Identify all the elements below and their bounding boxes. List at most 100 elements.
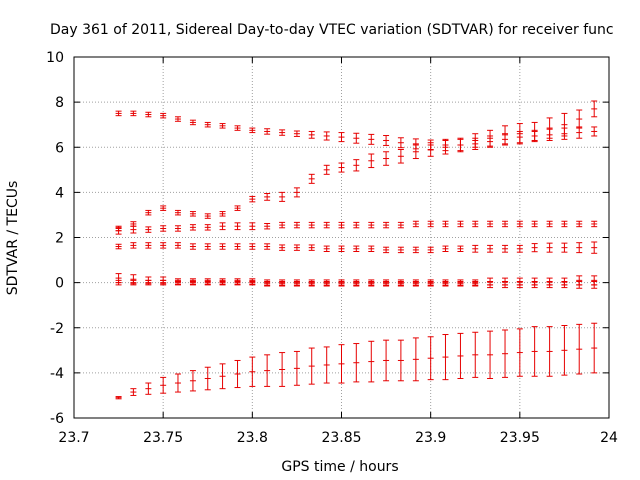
data-point bbox=[457, 245, 464, 252]
data-point bbox=[561, 220, 568, 228]
x-tick-label: 23.9 bbox=[415, 430, 446, 446]
y-tick-label: -2 bbox=[50, 321, 64, 337]
data-point bbox=[442, 334, 449, 381]
y-axis-title: SDTVAR / TECUs bbox=[5, 181, 21, 296]
data-point bbox=[427, 142, 434, 157]
data-point bbox=[219, 243, 226, 250]
data-point bbox=[234, 243, 241, 250]
data-point bbox=[145, 226, 152, 233]
data-point bbox=[249, 195, 256, 203]
data-point bbox=[189, 211, 196, 217]
series-7 bbox=[115, 322, 598, 400]
data-point bbox=[115, 226, 122, 235]
axis-ticks: 23.7 23.75 23.8 23.85 23.9 23.95 24-6-4-202468… bbox=[46, 50, 618, 446]
data-point bbox=[368, 280, 375, 287]
series-3 bbox=[115, 220, 598, 235]
data-point bbox=[472, 244, 479, 253]
data-point bbox=[174, 279, 181, 286]
data-point bbox=[204, 279, 211, 286]
data-point bbox=[160, 279, 167, 286]
data-point bbox=[264, 243, 271, 250]
data-point bbox=[383, 135, 390, 146]
y-tick-label: 2 bbox=[55, 231, 64, 247]
data-point bbox=[502, 244, 509, 253]
data-point bbox=[323, 346, 330, 384]
data-point bbox=[383, 246, 390, 254]
data-point bbox=[383, 280, 390, 287]
data-point bbox=[427, 220, 434, 228]
data-point bbox=[472, 331, 479, 378]
data-point bbox=[338, 245, 345, 252]
data-point bbox=[145, 111, 152, 118]
data-point bbox=[591, 322, 598, 374]
data-point bbox=[487, 330, 494, 380]
x-tick-label: 23.7 bbox=[58, 430, 89, 446]
data-point bbox=[397, 246, 404, 254]
data-point bbox=[576, 280, 583, 289]
data-point bbox=[368, 340, 375, 383]
data-point bbox=[145, 242, 152, 249]
data-point bbox=[308, 221, 315, 229]
data-point bbox=[234, 359, 241, 389]
data-point bbox=[472, 220, 479, 228]
data-point bbox=[204, 121, 211, 128]
data-point bbox=[145, 209, 152, 216]
data-point bbox=[249, 127, 256, 134]
data-point bbox=[412, 337, 419, 382]
data-point bbox=[308, 130, 315, 139]
y-tick-label: 6 bbox=[55, 140, 64, 156]
data-point bbox=[219, 123, 226, 129]
data-point bbox=[353, 159, 360, 172]
data-point bbox=[204, 224, 211, 231]
data-point bbox=[353, 343, 360, 383]
data-point bbox=[234, 125, 241, 131]
data-point bbox=[174, 116, 181, 122]
data-point bbox=[546, 117, 553, 139]
y-tick-label: 0 bbox=[55, 276, 64, 292]
data-point bbox=[293, 280, 300, 287]
data-point bbox=[427, 336, 434, 381]
data-point bbox=[115, 279, 122, 286]
data-point bbox=[383, 151, 390, 166]
data-point bbox=[353, 245, 360, 252]
data-point bbox=[308, 244, 315, 251]
data-point bbox=[189, 119, 196, 126]
data-point bbox=[561, 281, 568, 289]
data-point bbox=[293, 130, 300, 137]
data-point bbox=[189, 370, 196, 392]
data-point bbox=[576, 220, 583, 228]
data-point bbox=[249, 356, 256, 387]
data-point bbox=[338, 221, 345, 229]
data-point bbox=[145, 382, 152, 395]
data-point bbox=[546, 281, 553, 289]
data-point bbox=[160, 112, 167, 119]
x-tick-label: 23.95 bbox=[500, 430, 540, 446]
data-point bbox=[338, 280, 345, 287]
data-point bbox=[442, 220, 449, 228]
data-point bbox=[115, 243, 122, 250]
data-point bbox=[502, 125, 509, 145]
data-point bbox=[487, 129, 494, 147]
data-point bbox=[234, 205, 241, 211]
data-point bbox=[412, 280, 419, 287]
data-point bbox=[264, 193, 271, 201]
data-point bbox=[531, 220, 538, 228]
data-point bbox=[368, 245, 375, 252]
data-point bbox=[487, 281, 494, 289]
data-point bbox=[279, 221, 286, 229]
data-point bbox=[293, 187, 300, 198]
data-point bbox=[368, 133, 375, 145]
data-point bbox=[353, 221, 360, 229]
data-point bbox=[383, 339, 390, 382]
chart-title: Day 361 of 2011, Sidereal Day-to-day VTE… bbox=[50, 22, 614, 38]
x-tick-label: 24 bbox=[600, 430, 618, 446]
data-point bbox=[323, 131, 330, 141]
data-point bbox=[189, 243, 196, 250]
x-tick-label: 23.75 bbox=[143, 430, 183, 446]
y-tick-label: 10 bbox=[46, 50, 64, 66]
data-point bbox=[561, 324, 568, 376]
data-point bbox=[591, 241, 598, 254]
data-point bbox=[189, 224, 196, 231]
data-point bbox=[516, 220, 523, 228]
